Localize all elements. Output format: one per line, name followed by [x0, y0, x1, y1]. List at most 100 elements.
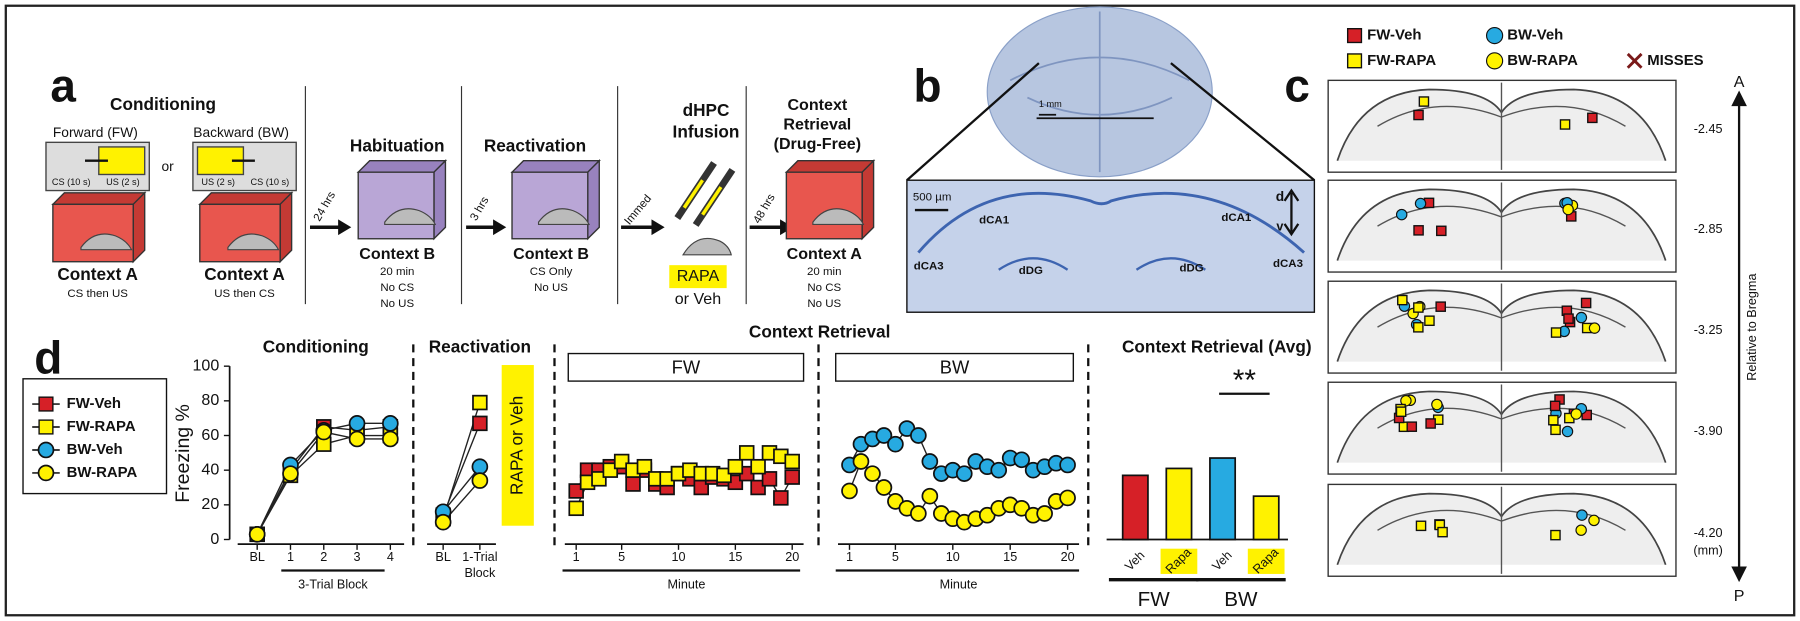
- drug-highlight: [669, 265, 727, 289]
- data-point: [602, 462, 619, 478]
- data-point: [471, 472, 489, 489]
- step-title: Conditioning: [110, 94, 216, 114]
- data-point: [716, 467, 732, 484]
- label: No US: [807, 298, 841, 310]
- placement: [1549, 400, 1561, 412]
- cube-front: [511, 171, 589, 240]
- label: (mm): [1693, 543, 1722, 557]
- label: dCA1: [1221, 212, 1252, 224]
- label-highlight: [1247, 548, 1285, 574]
- label: dDG: [1019, 265, 1043, 277]
- label: US (2 s): [201, 177, 235, 187]
- cube-top: [51, 192, 147, 206]
- bar: [1121, 474, 1149, 541]
- legend-label: FW-RAPA: [1367, 52, 1436, 69]
- legend-label: BW-Veh: [67, 441, 123, 458]
- legend-label: BW-Veh: [1507, 27, 1563, 44]
- data-point: [382, 430, 399, 448]
- data-point: [864, 465, 881, 482]
- data-point: [875, 427, 893, 444]
- chart-title: Context Retrieval (Avg): [1122, 336, 1312, 356]
- x-tick-label: 1: [846, 550, 853, 564]
- label: US (2 s): [106, 177, 140, 187]
- label: dCA3: [1273, 258, 1303, 270]
- label: No US: [380, 298, 414, 310]
- chart-title: Reactivation: [429, 336, 531, 356]
- label: dCA1: [979, 214, 1010, 226]
- x-tick-label: 15: [1003, 550, 1017, 564]
- bar: [1252, 495, 1280, 541]
- x-tick-label: BL: [435, 550, 450, 564]
- cube-front: [199, 203, 281, 263]
- data-point: [875, 479, 893, 496]
- legend-marker: [1346, 28, 1363, 44]
- x-tick-label: Veh: [1122, 548, 1147, 573]
- placement: [1550, 529, 1561, 541]
- legend-label: MISSES: [1647, 52, 1703, 69]
- y-tick-label: 0: [210, 530, 219, 548]
- placement: [1562, 203, 1574, 216]
- x-tick-label: 5: [892, 550, 899, 564]
- frame: [4, 4, 1796, 617]
- label: P: [1734, 587, 1745, 605]
- placement: [1588, 514, 1600, 527]
- placement: [1413, 225, 1424, 236]
- data-point: [315, 423, 333, 441]
- cube-top: [356, 160, 448, 173]
- data-point: [434, 513, 452, 531]
- label: CS (10 s): [250, 177, 289, 187]
- mouse: [384, 208, 437, 225]
- cube-side: [587, 159, 600, 241]
- placement: [1418, 96, 1430, 107]
- label: 1 mm: [1039, 99, 1062, 109]
- label: dCA3: [914, 260, 944, 272]
- placement: [1400, 395, 1412, 407]
- label: 500 µm: [913, 191, 951, 203]
- x-tick-label: 4: [387, 550, 394, 564]
- cube-side: [433, 159, 447, 241]
- data-point: [738, 445, 755, 461]
- label: 3 hrs: [468, 195, 491, 223]
- step-title: Habituation: [350, 135, 445, 155]
- syringe-fill: [701, 186, 723, 216]
- x-axis-label: Minute: [668, 578, 706, 592]
- chart-title: Conditioning: [263, 336, 369, 356]
- data-point: [990, 461, 1008, 479]
- legend-label: FW-Veh: [1367, 27, 1421, 44]
- label: Relative to Bregma: [1745, 273, 1759, 381]
- placement: [1435, 301, 1446, 312]
- placement: [1395, 406, 1407, 417]
- label: CS Only: [530, 266, 573, 278]
- data-point: [773, 490, 789, 506]
- group-label: BW: [1224, 588, 1258, 611]
- placement: [1425, 418, 1436, 429]
- arrow-head: [493, 219, 507, 236]
- label: Context B: [513, 245, 589, 263]
- legend-marker: [37, 464, 55, 482]
- placement: [1563, 313, 1574, 324]
- label-highlight: [1160, 548, 1198, 574]
- data-point: [1059, 489, 1076, 507]
- atlas-structure: [1377, 182, 1626, 270]
- data-point: [910, 427, 927, 444]
- placement: [1575, 311, 1588, 324]
- zoom-line: [906, 62, 1040, 182]
- chart-title: BW: [940, 356, 970, 377]
- placement: [1413, 322, 1424, 333]
- placement: [1587, 112, 1598, 124]
- legend-marker: [37, 441, 55, 459]
- bar: [1209, 457, 1237, 541]
- label: Context A: [787, 245, 863, 263]
- placement: [1431, 398, 1443, 411]
- data-point: [568, 500, 584, 517]
- y-tick-label: 40: [201, 460, 219, 478]
- mouse: [227, 233, 280, 251]
- label: US then CS: [214, 288, 275, 300]
- label: No CS: [380, 282, 414, 294]
- x-tick-label: 1: [287, 550, 294, 564]
- data-point: [472, 394, 488, 411]
- legend-label: FW-Veh: [67, 395, 121, 412]
- y-tick-label: 80: [201, 391, 219, 409]
- cube-side: [279, 191, 293, 264]
- placement: [1548, 414, 1559, 426]
